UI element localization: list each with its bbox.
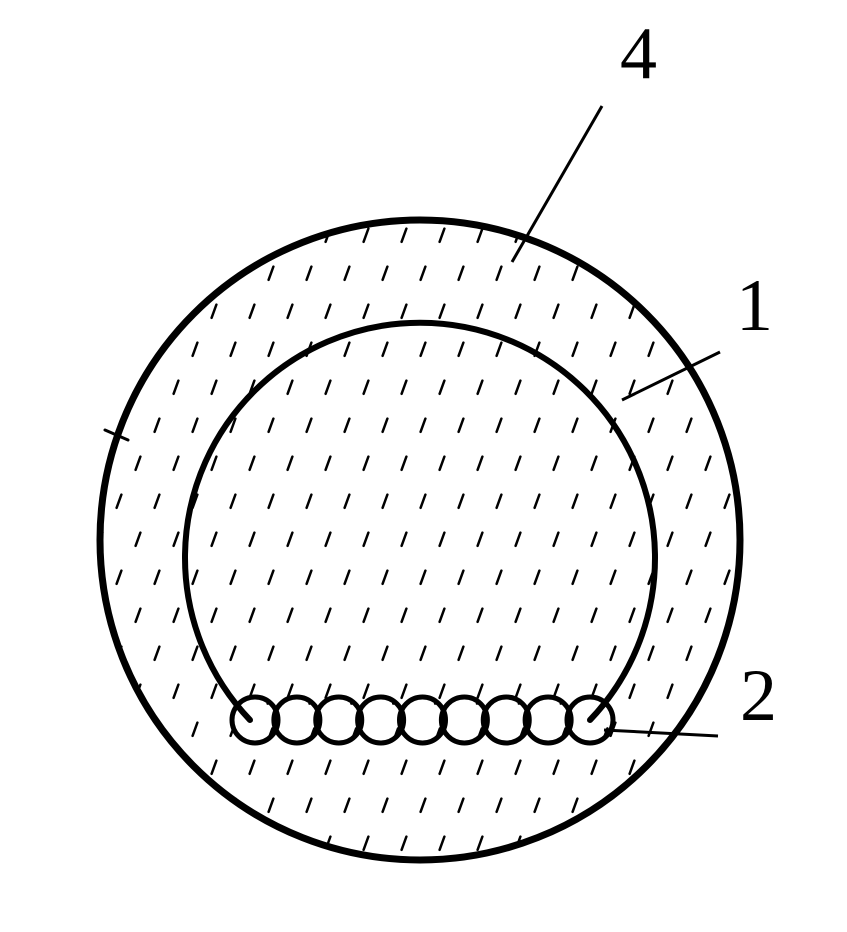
callout-label-1: 1 — [736, 265, 773, 347]
outer-circle-outline — [100, 220, 740, 860]
callout-label-4: 4 — [620, 13, 657, 95]
callout-label-2: 2 — [740, 655, 777, 737]
overlap-circles-row — [230, 690, 613, 743]
leader-line-4 — [512, 106, 602, 262]
leader-line-2 — [604, 730, 718, 736]
diagram-svg: 4 1 2 — [0, 0, 847, 932]
